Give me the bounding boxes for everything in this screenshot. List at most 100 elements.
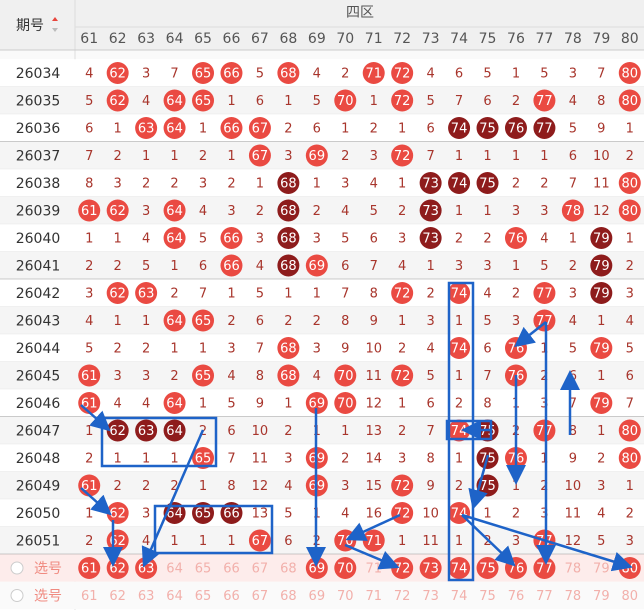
- ball-number: 68: [280, 342, 297, 357]
- ball: [78, 199, 101, 222]
- ball-number: 70: [337, 94, 354, 109]
- issue: 26038: [16, 176, 61, 192]
- ball-number: 63: [138, 424, 155, 439]
- miss-count: 2: [85, 259, 93, 274]
- miss-count: 1: [114, 452, 122, 467]
- issue: 26042: [16, 286, 61, 302]
- ball-number: 64: [166, 314, 183, 329]
- miss-count: 2: [170, 369, 178, 384]
- miss-count: 3: [142, 67, 150, 82]
- issue-header[interactable]: 期号: [16, 18, 44, 34]
- miss-count: 4: [114, 397, 122, 412]
- miss-count: 12: [565, 534, 582, 549]
- miss-count: 5: [85, 342, 93, 357]
- select-label[interactable]: 选号: [34, 589, 62, 605]
- ball-number: 61: [81, 397, 98, 412]
- miss-count: 1: [142, 314, 150, 329]
- miss-count: 5: [426, 94, 434, 109]
- miss-count: 2: [540, 369, 548, 384]
- ball: [220, 62, 243, 84]
- miss-count: 4: [341, 204, 349, 219]
- miss-count: 2: [626, 259, 634, 274]
- radio[interactable]: [10, 589, 24, 602]
- column-label: 80: [621, 31, 639, 47]
- miss-count: 2: [256, 204, 264, 219]
- ball: [78, 557, 101, 579]
- cut-row: [0, 50, 644, 59]
- miss-count: 8: [569, 424, 577, 439]
- ball: [476, 117, 499, 139]
- ball: [391, 364, 414, 387]
- ball: [419, 227, 442, 249]
- miss-count: 1: [341, 122, 349, 137]
- miss-count: 3: [341, 177, 349, 192]
- miss-count: 3: [227, 342, 235, 357]
- miss-count: 1: [284, 397, 292, 412]
- column-label: 75: [479, 31, 497, 47]
- issue: 26045: [16, 369, 61, 385]
- miss-count: 1: [284, 94, 292, 109]
- ball: [448, 337, 471, 359]
- issue: 26044: [16, 341, 61, 357]
- ball: [476, 172, 499, 194]
- ball: [504, 117, 527, 139]
- miss-count: 2: [284, 122, 292, 137]
- miss-count: 12: [252, 479, 269, 494]
- header-bg: [0, 0, 644, 50]
- miss-count: 4: [142, 94, 150, 109]
- ball-number: 65: [195, 314, 212, 329]
- miss-count: 4: [227, 369, 235, 384]
- ball: [448, 282, 471, 304]
- ball: [305, 254, 328, 277]
- ball-number: 61: [81, 369, 98, 384]
- miss-count: 4: [569, 94, 577, 109]
- ball: [163, 309, 186, 332]
- miss-count: 5: [370, 204, 378, 219]
- sort-up[interactable]: [52, 17, 58, 21]
- ball-number: 75: [479, 424, 496, 439]
- miss-count: 1: [170, 259, 178, 274]
- row-bg: [0, 361, 644, 390]
- miss-count: 2: [142, 177, 150, 192]
- ball: [192, 502, 215, 524]
- sort-down[interactable]: [52, 28, 58, 32]
- miss-count: 3: [426, 314, 434, 329]
- miss-count: 2: [597, 452, 605, 467]
- ball-number: 66: [223, 122, 240, 137]
- miss-count: 2: [114, 259, 122, 274]
- column-label: 73: [422, 31, 440, 47]
- column-label: 69: [308, 31, 326, 47]
- ball-number: 74: [451, 562, 468, 577]
- miss-count: 7: [227, 452, 235, 467]
- select-label[interactable]: 选号: [34, 561, 62, 577]
- miss-count: 4: [142, 397, 150, 412]
- miss-count: 1: [398, 314, 406, 329]
- miss-count: 7: [455, 94, 463, 109]
- ball-number: 68: [280, 67, 297, 82]
- ball-number: 74: [451, 342, 468, 357]
- miss-count: 3: [626, 287, 634, 302]
- ball-number: 62: [109, 287, 126, 302]
- miss-count: 6: [426, 397, 434, 412]
- miss-count: 3: [512, 314, 520, 329]
- miss-count: 5: [483, 67, 491, 82]
- miss-count: 9: [426, 479, 434, 494]
- miss-count: 13: [365, 424, 382, 439]
- ball-number: 80: [622, 424, 639, 439]
- ball-number: 64: [166, 94, 183, 109]
- miss-count: 2: [512, 94, 520, 109]
- miss-count: 2: [85, 534, 93, 549]
- issue: 26043: [16, 314, 61, 330]
- miss-count: 74: [451, 589, 468, 604]
- ball-number: 68: [280, 259, 297, 274]
- miss-count: 2: [341, 67, 349, 82]
- ball: [192, 447, 215, 469]
- miss-count: 6: [341, 259, 349, 274]
- radio[interactable]: [10, 561, 24, 575]
- miss-count: 1: [227, 534, 235, 549]
- ball-number: 66: [223, 67, 240, 82]
- ball-number: 63: [138, 287, 155, 302]
- miss-count: 75: [479, 589, 496, 604]
- miss-count: 1: [512, 149, 520, 164]
- miss-count: 80: [622, 589, 639, 604]
